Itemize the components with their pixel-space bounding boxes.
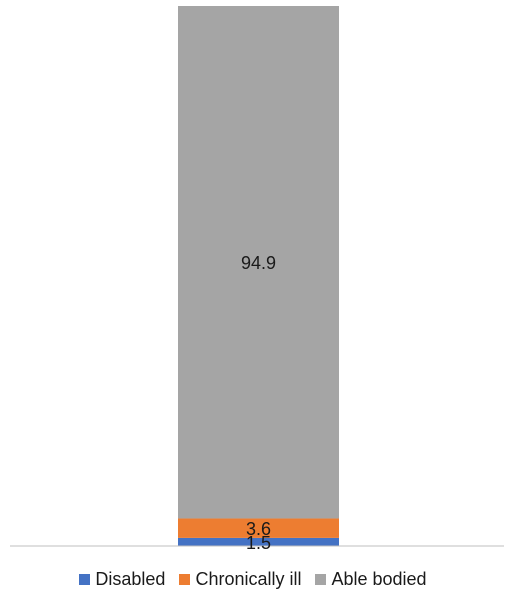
legend-label-disabled: Disabled [95,568,166,589]
legend-item-able-bodied: Able bodied [315,568,427,590]
legend: Disabled Chronically ill Able bodied [0,566,506,592]
data-label-disabled: 1.5 [246,533,271,553]
legend-item-chronically-ill: Chronically ill [179,569,301,590]
bar-segment-chronically-ill [178,518,339,538]
legend-label-chronically-ill: Chronically ill [195,568,302,589]
legend-swatch-able-bodied [315,573,327,585]
legend-label-able-bodied: Able bodied [331,568,427,589]
data-label-able-bodied: 94.9 [241,253,276,273]
legend-item-disabled: Disabled [79,569,165,590]
legend-swatch-chronically-ill [179,573,191,585]
data-label-chronically-ill: 3.6 [246,519,271,539]
legend-swatch-disabled [79,573,91,585]
data-labels: 1.53.6 94.9 [241,253,276,553]
bar-segment-able-bodied [178,6,339,519]
bar-stack [178,6,339,546]
bar-segment-disabled [178,537,339,546]
